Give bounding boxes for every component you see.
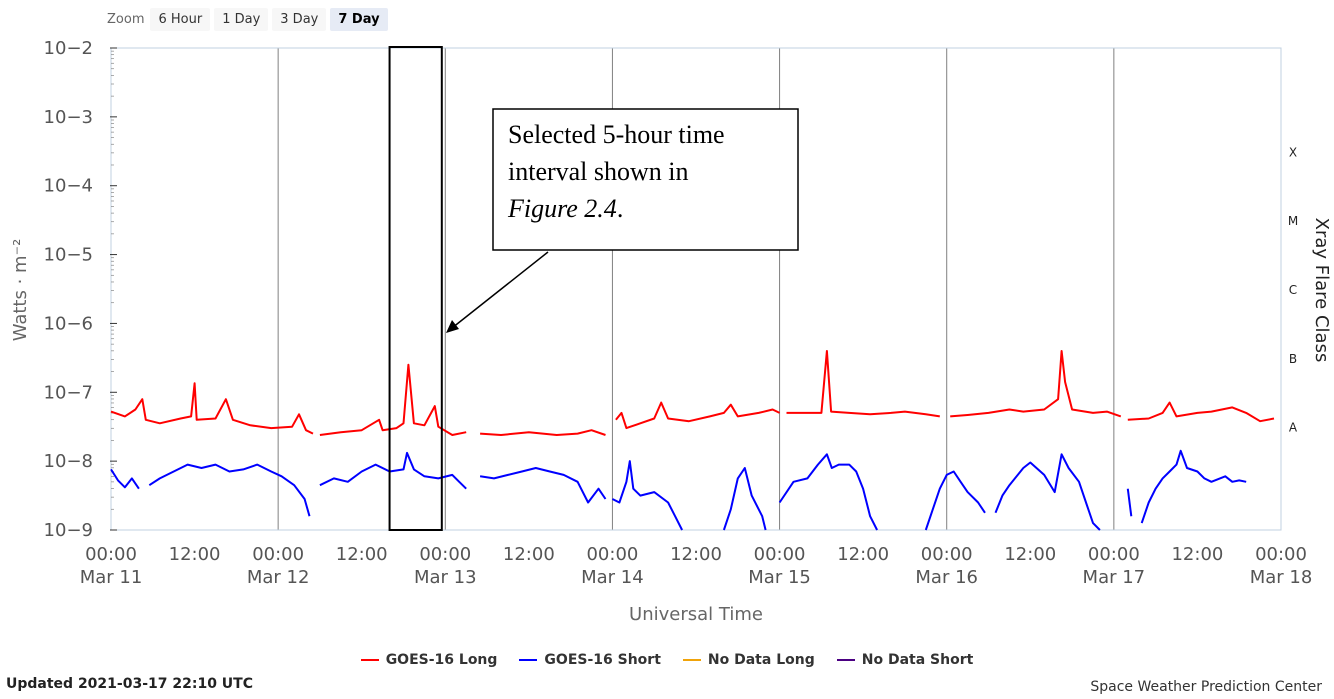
legend-label-no-data-long: No Data Long: [707, 652, 815, 668]
x-tick-date: Mar 11: [80, 567, 143, 588]
series-line-goes-16-short: [479, 467, 607, 504]
x-tick-date: Mar 14: [581, 567, 644, 588]
zoom-7-day-button[interactable]: 7 Day: [330, 8, 388, 31]
legend-swatch-goes16-short: [519, 659, 538, 661]
series-line-goes-16-short: [611, 460, 683, 531]
y-tick-label: 10−2: [44, 38, 93, 59]
credit-text: Space Weather Prediction Center: [1090, 679, 1322, 695]
series-line-goes-16-short: [924, 470, 986, 531]
zoom-1-day-button[interactable]: 1 Day: [214, 8, 269, 31]
legend-item-no-data-long[interactable]: No Data Long: [682, 652, 815, 668]
y-tick-label: 10−3: [44, 107, 93, 128]
callout-period: .: [617, 194, 624, 223]
x-tick-date: Mar 15: [748, 567, 811, 588]
x-tick-time: 12:00: [503, 544, 555, 565]
flare-class-label: A: [1289, 421, 1298, 435]
flare-class-label: C: [1289, 283, 1297, 297]
y-tick-label: 10−9: [44, 520, 93, 541]
callout-arrowhead: [446, 320, 459, 333]
legend: GOES-16 Long GOES-16 Short No Data Long …: [0, 652, 1334, 668]
y2-axis-title: Xray Flare Class: [1311, 218, 1332, 363]
xray-flux-chart: 10−2 10−3 10−4 10−5 10−6 10−7 10−8 10−9 X M C B A 0…: [10, 38, 1332, 625]
x-tick-time: 00:00: [754, 544, 806, 565]
updated-timestamp: Updated 2021-03-17 22:10 UTC: [6, 676, 253, 692]
x-tick-time: 12:00: [837, 544, 889, 565]
legend-swatch-no-data-long: [682, 659, 701, 661]
series-line-goes-16-short: [1140, 449, 1247, 524]
series-line-goes-16-short: [319, 451, 467, 490]
series-line-goes-16-long: [786, 350, 940, 418]
x-tick-time: 12:00: [1171, 544, 1223, 565]
x-tick-time: 00:00: [921, 544, 973, 565]
flare-class-label: X: [1289, 145, 1297, 159]
callout-figure-ref: Figure 2.4: [507, 194, 617, 223]
y-axis: 10−2 10−3 10−4 10−5 10−6 10−7 10−8 10−9: [44, 38, 117, 541]
legend-swatch-no-data-short: [836, 659, 855, 661]
x-tick-date: Mar 17: [1083, 567, 1146, 588]
series-group: [110, 350, 1275, 531]
x-tick-date: Mar 18: [1250, 567, 1313, 588]
legend-swatch-goes16-long: [360, 659, 379, 661]
y-tick-label: 10−7: [44, 382, 93, 403]
x-tick-date: Mar 12: [247, 567, 310, 588]
legend-label-goes16-short: GOES-16 Short: [544, 652, 661, 668]
selected-interval-box: [388, 46, 443, 531]
x-tick-time: 12:00: [336, 544, 388, 565]
y-tick-label: 10−4: [44, 176, 93, 197]
zoom-6-hour-button[interactable]: 6 Hour: [150, 8, 211, 31]
series-line-goes-16-short: [148, 463, 311, 517]
callout-line-2: interval shown in: [508, 157, 689, 186]
x-tick-time: 00:00: [252, 544, 304, 565]
legend-item-goes16-long[interactable]: GOES-16 Long: [360, 652, 498, 668]
legend-label-goes16-long: GOES-16 Long: [385, 652, 498, 668]
zoom-bar: Zoom 6 Hour 1 Day 3 Day 7 Day: [107, 6, 388, 33]
y-axis-title: Watts · m⁻²: [10, 239, 31, 342]
x-tick-time: 00:00: [586, 544, 638, 565]
x-tick-time: 00:00: [419, 544, 471, 565]
y-tick-label: 10−5: [44, 245, 93, 266]
zoom-3-day-button[interactable]: 3 Day: [272, 8, 327, 31]
callout-arrow-line: [451, 251, 549, 329]
series-line-goes-16-short: [994, 453, 1101, 531]
x-tick-time: 00:00: [85, 544, 137, 565]
zoom-label: Zoom: [107, 12, 145, 27]
y-tick-label: 10−8: [44, 451, 93, 472]
x-tick-date: Mar 13: [414, 567, 477, 588]
x-tick-time: 00:00: [1088, 544, 1140, 565]
flare-class-label: M: [1288, 214, 1298, 228]
x-tick-time: 12:00: [1004, 544, 1056, 565]
callout-line-3: Figure 2.4.: [507, 194, 623, 223]
flare-class-axis: X M C B A: [1288, 145, 1298, 434]
x-tick-time: 12:00: [670, 544, 722, 565]
x-tick-time: 00:00: [1255, 544, 1307, 565]
series-line-goes-16-short: [778, 453, 878, 531]
series-line-goes-16-long: [1127, 401, 1275, 423]
series-line-goes-16-long: [480, 429, 606, 436]
callout: Selected 5-hour time interval shown in F…: [388, 46, 799, 531]
legend-item-no-data-short[interactable]: No Data Short: [836, 652, 974, 668]
x-axis-title: Universal Time: [629, 604, 763, 625]
series-line-goes-16-short: [1126, 488, 1133, 517]
x-tick-time: 12:00: [169, 544, 221, 565]
flare-class-label: B: [1289, 352, 1297, 366]
series-line-goes-16-long: [950, 350, 1122, 418]
legend-item-goes16-short[interactable]: GOES-16 Short: [519, 652, 661, 668]
plot-border: [110, 47, 1282, 531]
series-line-goes-16-long: [615, 401, 781, 430]
series-line-goes-16-long: [319, 363, 467, 436]
x-tick-date: Mar 16: [915, 567, 978, 588]
legend-label-no-data-short: No Data Short: [861, 652, 974, 668]
callout-line-1: Selected 5-hour time: [508, 120, 725, 149]
callout-box: [492, 108, 799, 251]
y-tick-label: 10−6: [44, 313, 93, 334]
series-line-goes-16-short: [110, 468, 140, 490]
series-line-goes-16-short: [722, 467, 767, 531]
series-line-goes-16-long: [110, 382, 314, 435]
